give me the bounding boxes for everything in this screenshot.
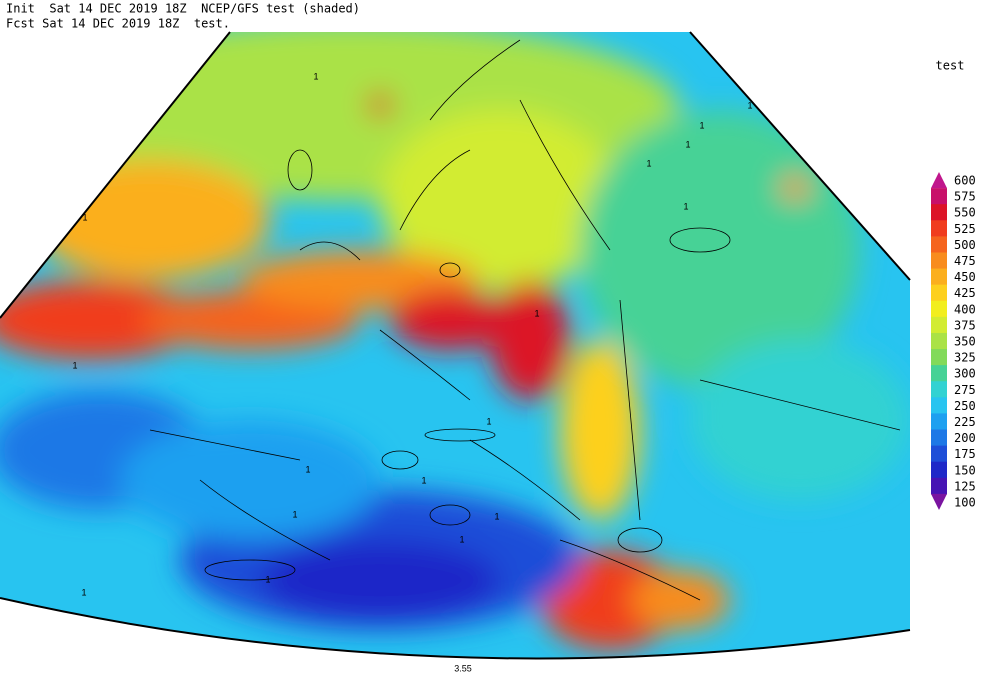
map-border (0, 31, 911, 660)
legend-label: 175 (954, 447, 976, 461)
legend-label: 575 (954, 190, 976, 204)
legend-label: 550 (954, 206, 976, 220)
header-line: Fcst Sat 14 DEC 2019 18Z test. (6, 17, 230, 31)
legend-label: 425 (954, 286, 976, 300)
legend-label: 400 (954, 302, 976, 316)
legend-swatch (931, 316, 947, 334)
legend-label: 300 (954, 367, 976, 381)
legend-label: 250 (954, 399, 976, 413)
legend-label: 275 (954, 383, 976, 397)
contour-label: 1 (72, 360, 77, 370)
legend-label: 150 (954, 463, 976, 477)
contour-label: 1 (747, 100, 752, 110)
legend-swatch (931, 365, 947, 382)
contour-label: 1 (646, 158, 651, 168)
contour-label: 1 (534, 308, 539, 318)
legend-swatch (931, 204, 947, 221)
legend-label: 600 (954, 174, 976, 188)
contour-label: 1 (292, 509, 297, 519)
legend-swatch (931, 477, 947, 495)
legend-label: 525 (954, 222, 976, 236)
legend-swatch (931, 220, 947, 237)
legend-title: test (936, 59, 965, 73)
legend-label: 100 (954, 495, 976, 509)
contour-label: 3.55 (454, 663, 472, 673)
header-line: Init Sat 14 DEC 2019 18Z NCEP/GFS test (… (6, 2, 360, 16)
legend-swatch (931, 172, 947, 189)
legend: 600 575 550 525 500 475 450 425 400 375 350 325 300 2… (931, 172, 976, 510)
legend-swatch (931, 268, 947, 286)
contour-label: 1 (81, 587, 86, 597)
legend-swatch (931, 413, 947, 431)
legend-label: 125 (954, 479, 976, 493)
legend-swatch (931, 300, 947, 318)
contour-label: 1 (421, 475, 426, 485)
legend-swatch (931, 493, 947, 510)
contour-label: 1 (82, 212, 87, 222)
legend-label: 350 (954, 335, 976, 349)
contour-label: 1 (685, 139, 690, 149)
contour-label: 1 (486, 416, 491, 426)
legend-swatch (931, 349, 947, 366)
legend-swatch (931, 236, 947, 253)
legend-swatch (931, 429, 947, 447)
legend-swatch (931, 252, 947, 270)
contour-labels: 1 1 1 1 1 1 1 1 1 1 1 1 1 1 1 1 1 3.55 (72, 71, 752, 673)
legend-swatch (931, 381, 947, 398)
legend-label: 500 (954, 238, 976, 252)
contour-label: 1 (305, 464, 310, 474)
contour-label: 1 (459, 534, 464, 544)
legend-swatch (931, 397, 947, 414)
legend-label: 475 (954, 254, 976, 268)
legend-label: 375 (954, 318, 976, 332)
legend-label: 200 (954, 431, 976, 445)
legend-label: 325 (954, 351, 976, 365)
legend-swatch (931, 188, 947, 205)
legend-swatch (931, 461, 947, 479)
contour-label: 1 (683, 201, 688, 211)
legend-swatch (931, 284, 947, 302)
legend-swatch (931, 332, 947, 350)
contour-label: 1 (494, 511, 499, 521)
contour-label: 1 (699, 120, 704, 130)
map (0, 32, 910, 659)
legend-label: 225 (954, 415, 976, 429)
legend-label: 450 (954, 270, 976, 284)
legend-swatch (931, 445, 947, 463)
contour-label: 1 (313, 71, 318, 81)
contour-label: 1 (265, 574, 270, 584)
